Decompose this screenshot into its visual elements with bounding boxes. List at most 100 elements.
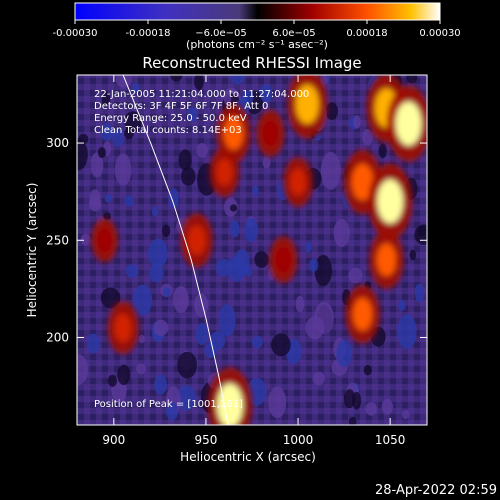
colorbar-tick-label: 0.00030 — [419, 28, 460, 39]
plot-frame — [76, 74, 428, 426]
annotation-line: Clean Total counts: 8.14E+03 — [94, 125, 242, 136]
heatmap-cell — [325, 102, 339, 120]
heatmap-cell — [100, 287, 121, 309]
annotation-line: Energy Range: 25.0 - 50.0 keV — [94, 113, 247, 124]
heatmap-cell — [172, 286, 189, 314]
heatmap-cell — [381, 398, 394, 415]
x-tick-label: 900 — [102, 433, 125, 447]
bright-region-core — [262, 120, 279, 146]
heatmap-cell — [223, 91, 232, 106]
heatmap-cell — [397, 314, 417, 350]
y-axis-label: Heliocentric Y (arcsec) — [25, 183, 39, 318]
heatmap-cell — [309, 258, 319, 272]
heatmap-cell — [414, 283, 425, 303]
solar-limb-curve — [122, 75, 229, 425]
x-tick-label: 1050 — [375, 433, 406, 447]
heatmap-cell — [132, 82, 140, 94]
bright-region-core — [216, 158, 233, 186]
colorbar-units: (photons cm⁻² s⁻¹ asec⁻²) — [186, 38, 328, 51]
heatmap-cell — [80, 234, 91, 246]
colorbar — [74, 2, 441, 21]
heatmap-cell — [151, 205, 159, 218]
heatmap-cell — [336, 340, 353, 368]
colorbar-tick-label: 6.0e−05 — [272, 28, 315, 39]
x-tick-label: 950 — [194, 433, 217, 447]
heatmap-cell — [168, 188, 179, 209]
heatmap-cell — [112, 128, 124, 147]
y-tick-label: 300 — [46, 136, 69, 150]
heatmap-cell — [314, 254, 333, 287]
heatmap-cell — [378, 143, 387, 159]
bright-region-core — [216, 383, 243, 425]
heatmap-cell — [204, 342, 218, 358]
colorbar-tick-label: -0.00030 — [53, 28, 98, 39]
heatmap-cell — [268, 386, 287, 419]
info-annotations: 22-Jan-2005 11:21:04.000 to 11:27:04.000… — [94, 89, 309, 136]
heatmap-cell — [90, 152, 104, 178]
chart-title: Reconstructed RHESSI Image — [142, 54, 361, 72]
heatmap-bright-regions — [91, 75, 427, 425]
heatmap-cell — [195, 322, 209, 346]
heatmap-cell — [343, 389, 356, 409]
heatmap-cell — [194, 75, 204, 91]
heatmap-cell — [333, 218, 350, 248]
heatmap-cell — [246, 377, 267, 406]
heatmap-cell — [251, 336, 263, 349]
heatmap-cell — [218, 303, 236, 337]
bright-region-core — [97, 228, 112, 253]
bright-region-core — [377, 179, 404, 224]
annotation-line: Detectors: 3F 4F 5F 6F 7F 8F, Att 0 — [94, 101, 268, 112]
heatmap-cell — [230, 75, 245, 85]
bright-region-core — [187, 225, 206, 256]
heatmap-cell — [194, 293, 209, 318]
colorbar-ticks: -0.00030 -0.00018 −6.0e−05 6.0e−05 0.00018 0.… — [53, 20, 461, 39]
heatmap-cell — [115, 75, 133, 88]
heatmap-cell — [180, 167, 196, 186]
heatmap-cell — [170, 75, 183, 82]
heatmap-cell — [196, 143, 208, 158]
heatmap-cell — [97, 147, 106, 159]
heatmap-cell — [252, 185, 259, 197]
heatmap-cell — [100, 123, 114, 142]
heatmap-cell — [398, 300, 406, 312]
annotation-line: 22-Jan-2005 11:21:04.000 to 11:27:04.000 — [94, 89, 309, 100]
heatmap-cell — [254, 251, 269, 268]
heatmap-cell — [262, 156, 271, 169]
y-tick-label: 250 — [46, 233, 69, 247]
heatmap-cell — [114, 153, 132, 186]
bright-region-core — [289, 168, 307, 196]
heatmap-cell — [77, 353, 89, 386]
heatmap-cell — [117, 364, 131, 386]
colorbar-tick-label: −6.0e−05 — [195, 28, 247, 39]
colorbar-tick-label: -0.00018 — [126, 28, 171, 39]
heatmap-cell — [305, 316, 325, 340]
heatmap-cell — [365, 402, 377, 416]
plot-area — [77, 75, 427, 425]
peak-position-label: Position of Peak = [1001,161] — [94, 399, 243, 410]
heatmap-cell — [176, 385, 196, 411]
heatmap-cell — [234, 249, 250, 276]
heatmap-cell — [124, 195, 134, 207]
heatmap-cell — [406, 75, 418, 84]
heatmap-cell — [89, 189, 101, 207]
bright-region-core — [395, 101, 422, 146]
bright-region-core — [295, 84, 319, 124]
y-axis-ticks: 200 250 300 — [46, 136, 427, 345]
heatmap-cell — [166, 402, 179, 421]
heatmap-cell — [229, 204, 238, 212]
heatmap-cell — [153, 319, 169, 336]
heatmap-cell — [353, 115, 361, 129]
heatmap-cell — [107, 374, 117, 387]
heatmap-cell — [77, 138, 88, 171]
heatmap-cell — [229, 220, 240, 238]
bright-region-core — [114, 313, 132, 343]
bright-region-core — [223, 116, 244, 150]
heatmap-cell — [348, 267, 363, 284]
heatmap-cell — [149, 263, 164, 283]
bright-region-core — [376, 243, 397, 277]
heatmap-cell — [244, 217, 258, 243]
heatmap-cell — [363, 364, 372, 376]
heatmap-cell — [409, 249, 417, 261]
heatmap-cell — [148, 238, 168, 268]
